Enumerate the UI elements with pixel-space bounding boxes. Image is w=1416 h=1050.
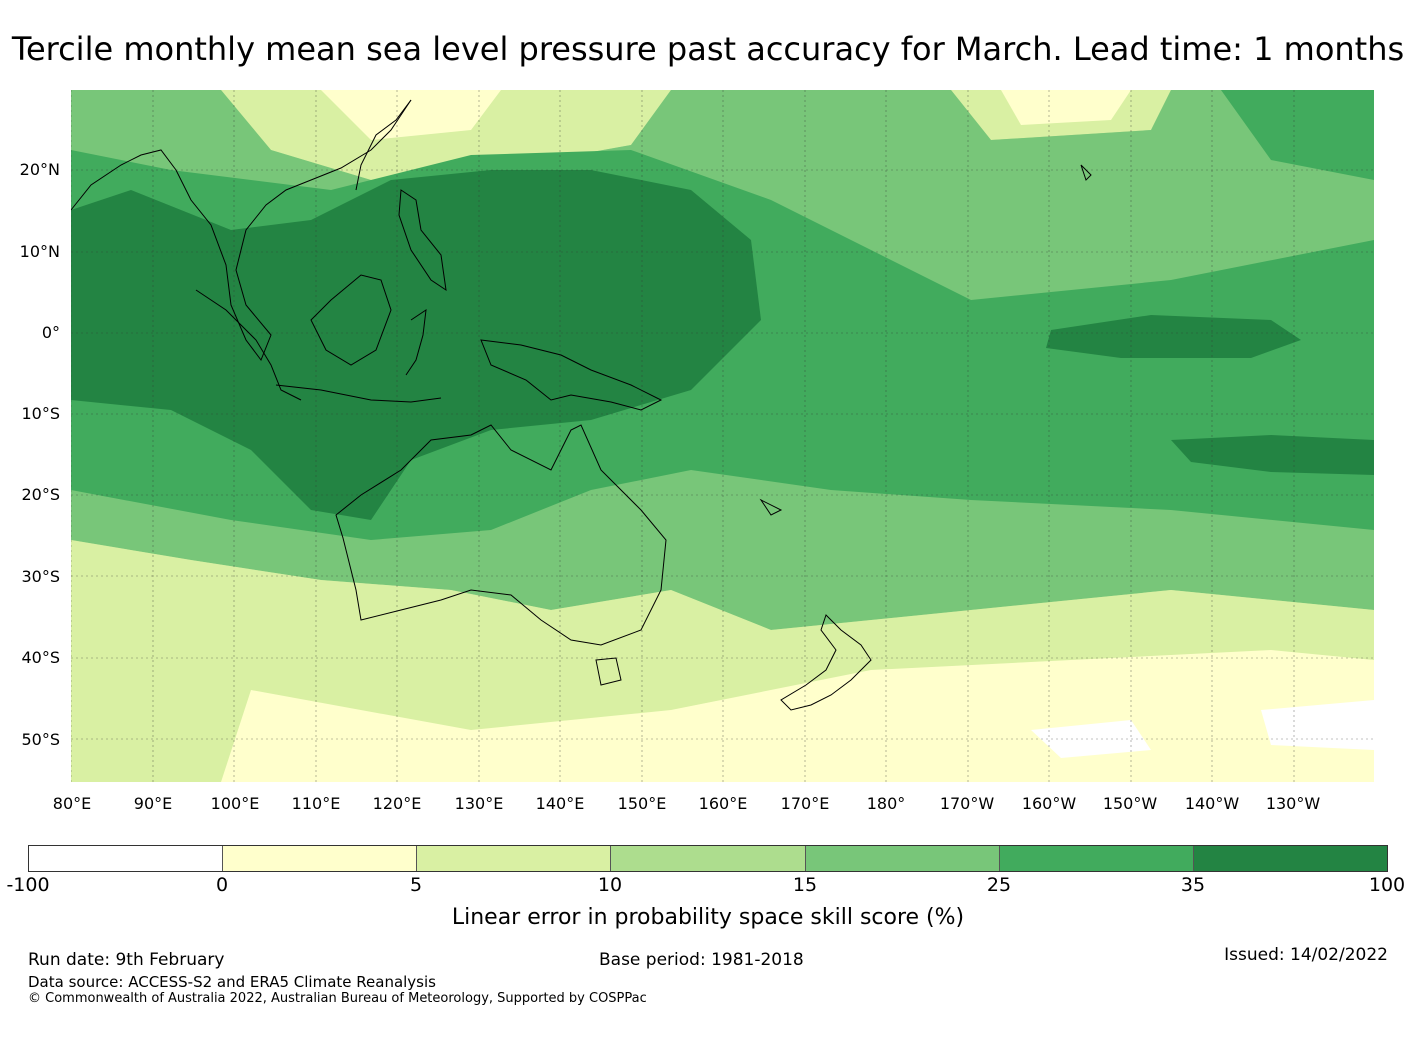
copyright: © Commonwealth of Australia 2022, Austra… — [28, 991, 647, 1006]
colorbar-tick: 25 — [986, 874, 1012, 896]
lon-label: 100°E — [210, 794, 260, 813]
colorbar-segment — [999, 846, 1194, 871]
lon-label: 170°W — [939, 794, 995, 813]
lon-label: 110°E — [291, 794, 341, 813]
base-period: Base period: 1981-2018 — [599, 950, 804, 970]
lat-label: 30°S — [21, 567, 60, 586]
colorbar-tick: 5 — [409, 874, 423, 896]
lat-label: 0° — [41, 323, 60, 342]
lon-label: 180° — [866, 794, 906, 813]
run-date: Run date: 9th February — [28, 950, 225, 970]
colorbar-tick: 100 — [1368, 874, 1406, 896]
region-ne-vlow — [1001, 90, 1131, 125]
coast-sumatra — [195, 289, 302, 401]
lat-label: 10°S — [21, 404, 60, 423]
region-ne-high — [1221, 90, 1374, 180]
lon-label: 130°E — [454, 794, 504, 813]
lon-label: 160°W — [1021, 794, 1077, 813]
lon-label: 80°E — [52, 794, 92, 813]
lon-label: 120°E — [372, 794, 422, 813]
skill-map-canvas — [71, 90, 1374, 782]
lon-label: 150°W — [1102, 794, 1158, 813]
region-negative-2 — [1261, 700, 1374, 750]
colorbar-segment — [1193, 846, 1387, 871]
lon-label: 170°E — [780, 794, 830, 813]
graticule — [71, 90, 1374, 782]
lon-label: 90°E — [133, 794, 173, 813]
issued-date: Issued: 14/02/2022 — [1224, 945, 1388, 965]
lat-label: 10°N — [19, 242, 60, 261]
colorbar-segment — [417, 846, 612, 871]
coast-tasmania — [595, 657, 622, 686]
lat-label: 50°S — [21, 730, 60, 749]
chart-title: Tercile monthly mean sea level pressure … — [11, 30, 1405, 68]
colorbar-segment — [611, 846, 806, 871]
colorbar-segment — [29, 846, 224, 871]
colorbar-tick: 10 — [597, 874, 623, 896]
colorbar-segment — [223, 846, 418, 871]
lon-label: 140°E — [535, 794, 585, 813]
region-very-high-west — [71, 170, 761, 520]
lat-label: 20°S — [21, 485, 60, 504]
coast-philippines — [398, 189, 447, 292]
lon-label: 140°W — [1184, 794, 1240, 813]
coast-new-guinea — [480, 339, 663, 411]
coast-new-caledonia — [759, 498, 783, 516]
coast-asia-mainland — [71, 99, 412, 362]
coast-china — [355, 99, 412, 191]
lon-label: 160°E — [698, 794, 748, 813]
region-north-vlow — [321, 90, 501, 140]
coast-australia — [335, 424, 667, 646]
coast-java — [275, 384, 442, 403]
region-very-high-se — [1171, 435, 1374, 475]
skill-map — [71, 90, 1374, 782]
lon-label: 150°E — [617, 794, 667, 813]
region-very-high-east — [1046, 315, 1301, 358]
lat-label: 40°S — [21, 648, 60, 667]
coast-new-zealand — [780, 614, 872, 711]
colorbar-segment — [805, 846, 1000, 871]
coast-borneo — [310, 274, 392, 366]
coast-hawaii — [1080, 164, 1092, 181]
colorbar-tick: 35 — [1180, 874, 1206, 896]
colorbar — [28, 845, 1388, 872]
lat-label: 20°N — [19, 160, 60, 179]
data-source: Data source: ACCESS-S2 and ERA5 Climate … — [28, 973, 436, 991]
colorbar-tick: -100 — [6, 874, 50, 896]
coastlines — [71, 99, 1092, 711]
colorbar-label: Linear error in probability space skill … — [451, 905, 965, 930]
lon-label: 130°W — [1265, 794, 1321, 813]
colorbar-tick: 0 — [215, 874, 229, 896]
coast-sulawesi — [405, 308, 427, 376]
colorbar-tick: 15 — [792, 874, 818, 896]
